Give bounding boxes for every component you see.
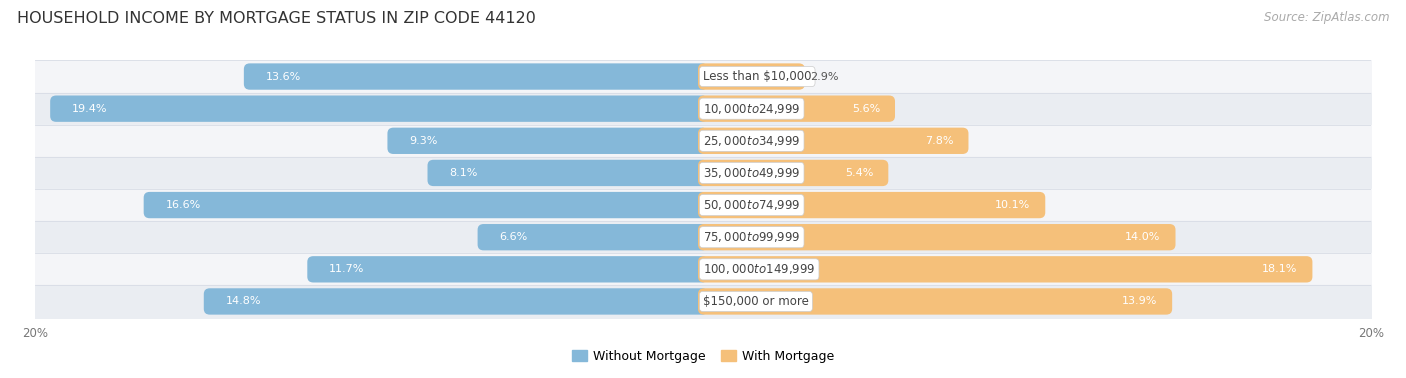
Text: 9.3%: 9.3% xyxy=(409,136,437,146)
FancyBboxPatch shape xyxy=(697,64,804,90)
Text: 8.1%: 8.1% xyxy=(449,168,478,178)
FancyBboxPatch shape xyxy=(697,288,1173,314)
Text: 18.1%: 18.1% xyxy=(1263,264,1298,274)
Text: 5.4%: 5.4% xyxy=(845,168,873,178)
FancyBboxPatch shape xyxy=(697,128,969,154)
Text: $25,000 to $34,999: $25,000 to $34,999 xyxy=(703,134,800,148)
FancyBboxPatch shape xyxy=(51,96,709,122)
FancyBboxPatch shape xyxy=(697,224,1175,250)
Text: $10,000 to $24,999: $10,000 to $24,999 xyxy=(703,102,800,116)
Text: $100,000 to $149,999: $100,000 to $149,999 xyxy=(703,262,815,276)
Text: 19.4%: 19.4% xyxy=(72,104,107,114)
Text: 5.6%: 5.6% xyxy=(852,104,880,114)
FancyBboxPatch shape xyxy=(478,224,709,250)
Text: 13.6%: 13.6% xyxy=(266,71,301,82)
Text: 11.7%: 11.7% xyxy=(329,264,364,274)
Text: 13.9%: 13.9% xyxy=(1122,296,1157,307)
FancyBboxPatch shape xyxy=(204,288,709,314)
FancyBboxPatch shape xyxy=(243,64,709,90)
Text: $50,000 to $74,999: $50,000 to $74,999 xyxy=(703,198,800,212)
Text: 16.6%: 16.6% xyxy=(166,200,201,210)
FancyBboxPatch shape xyxy=(697,192,1045,218)
FancyBboxPatch shape xyxy=(697,256,1312,282)
Text: 14.8%: 14.8% xyxy=(225,296,262,307)
FancyBboxPatch shape xyxy=(427,160,709,186)
Text: $150,000 or more: $150,000 or more xyxy=(703,295,808,308)
Text: 6.6%: 6.6% xyxy=(499,232,527,242)
Text: HOUSEHOLD INCOME BY MORTGAGE STATUS IN ZIP CODE 44120: HOUSEHOLD INCOME BY MORTGAGE STATUS IN Z… xyxy=(17,11,536,26)
FancyBboxPatch shape xyxy=(697,96,896,122)
FancyBboxPatch shape xyxy=(697,160,889,186)
FancyBboxPatch shape xyxy=(143,192,709,218)
Text: Less than $10,000: Less than $10,000 xyxy=(703,70,811,83)
Text: $35,000 to $49,999: $35,000 to $49,999 xyxy=(703,166,800,180)
Text: $75,000 to $99,999: $75,000 to $99,999 xyxy=(703,230,800,244)
FancyBboxPatch shape xyxy=(388,128,709,154)
Legend: Without Mortgage, With Mortgage: Without Mortgage, With Mortgage xyxy=(567,345,839,368)
Text: 2.9%: 2.9% xyxy=(810,71,838,82)
Text: 10.1%: 10.1% xyxy=(995,200,1031,210)
Text: 7.8%: 7.8% xyxy=(925,136,953,146)
Text: Source: ZipAtlas.com: Source: ZipAtlas.com xyxy=(1264,11,1389,24)
Text: 14.0%: 14.0% xyxy=(1125,232,1160,242)
FancyBboxPatch shape xyxy=(308,256,709,282)
